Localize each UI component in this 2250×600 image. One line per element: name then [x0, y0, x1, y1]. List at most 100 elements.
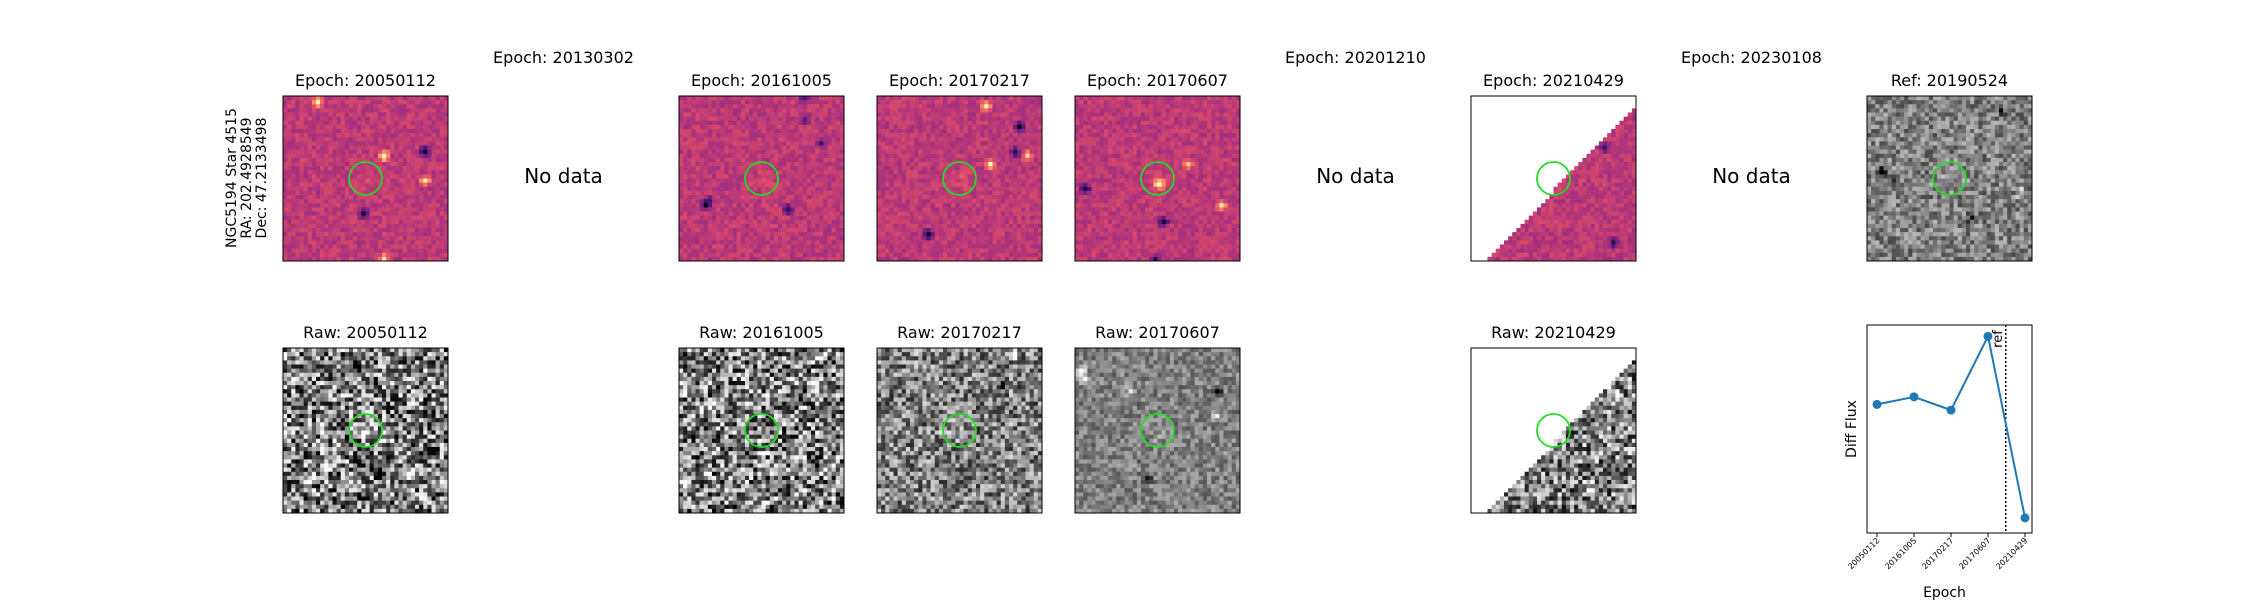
pixel: [304, 191, 308, 195]
pixel: [757, 240, 761, 244]
pixel: [708, 212, 712, 216]
pixel: [399, 96, 403, 100]
pixel: [345, 141, 349, 145]
pixel: [423, 154, 427, 158]
pixel: [762, 150, 766, 154]
pixel: [733, 100, 737, 104]
pixel: [308, 253, 312, 257]
pixel: [741, 108, 745, 112]
pixel: [411, 179, 415, 183]
pixel: [337, 121, 341, 125]
pixel: [328, 253, 332, 257]
pixel: [337, 108, 341, 112]
pixel: [353, 154, 357, 158]
pixel: [308, 228, 312, 232]
pixel: [440, 141, 444, 145]
pixel: [366, 179, 370, 183]
pixel: [687, 170, 691, 174]
pixel: [337, 146, 341, 150]
pixel: [766, 207, 770, 211]
pixel: [770, 249, 774, 253]
pixel: [762, 125, 766, 129]
pixel: [374, 212, 378, 216]
pixel: [436, 203, 440, 207]
pixel: [345, 236, 349, 240]
pixel: [419, 133, 423, 137]
pixel: [745, 154, 749, 158]
pixel: [704, 228, 708, 232]
pixel: [386, 249, 390, 253]
pixel: [757, 212, 761, 216]
pixel: [762, 228, 766, 232]
pixel: [724, 96, 728, 100]
pixel: [741, 96, 745, 100]
pixel: [324, 117, 328, 121]
pixel: [353, 100, 357, 104]
pixel: [729, 158, 733, 162]
pixel: [361, 253, 365, 257]
pixel: [357, 220, 361, 224]
pixel: [712, 129, 716, 133]
pixel: [741, 191, 745, 195]
pixel: [733, 203, 737, 207]
pixel: [770, 96, 774, 100]
pixel: [700, 121, 704, 125]
pixel: [696, 253, 700, 257]
pixel: [382, 150, 386, 154]
pixel: [683, 207, 687, 211]
pixel: [708, 121, 712, 125]
pixel: [762, 121, 766, 125]
pixel: [308, 170, 312, 174]
pixel: [390, 195, 394, 199]
pixel: [328, 191, 332, 195]
pixel: [778, 224, 782, 228]
pixel: [737, 207, 741, 211]
pixel: [349, 117, 353, 121]
pixel: [683, 240, 687, 244]
pixel: [774, 129, 778, 133]
pixel: [415, 191, 419, 195]
pixel: [320, 249, 324, 253]
pixel: [708, 249, 712, 253]
pixel: [357, 224, 361, 228]
pixel: [766, 245, 770, 249]
pixel: [683, 245, 687, 249]
pixel: [312, 207, 316, 211]
pixel: [749, 104, 753, 108]
pixel: [407, 146, 411, 150]
pixel: [753, 216, 757, 220]
pixel: [341, 179, 345, 183]
pixel: [291, 129, 295, 133]
pixel: [345, 158, 349, 162]
pixel: [295, 162, 299, 166]
pixel: [712, 187, 716, 191]
pixel: [733, 129, 737, 133]
pixel: [737, 108, 741, 112]
pixel: [382, 158, 386, 162]
pixel: [440, 199, 444, 203]
pixel: [378, 162, 382, 166]
pixel: [733, 150, 737, 154]
pixel: [436, 150, 440, 154]
pixel: [386, 100, 390, 104]
pixel: [724, 129, 728, 133]
pixel: [312, 232, 316, 236]
pixel: [691, 249, 695, 253]
pixel: [724, 113, 728, 117]
pixel: [295, 191, 299, 195]
pixel: [345, 253, 349, 257]
pixel: [432, 129, 436, 133]
pixel: [724, 133, 728, 137]
pixel: [770, 137, 774, 141]
pixel: [423, 203, 427, 207]
pixel: [720, 170, 724, 174]
pixel: [399, 121, 403, 125]
pixel: [724, 240, 728, 244]
pixel: [712, 232, 716, 236]
pixel: [366, 129, 370, 133]
pixel: [291, 104, 295, 108]
pixel: [283, 125, 287, 129]
pixel: [320, 220, 324, 224]
pixel: [683, 228, 687, 232]
pixel: [411, 137, 415, 141]
